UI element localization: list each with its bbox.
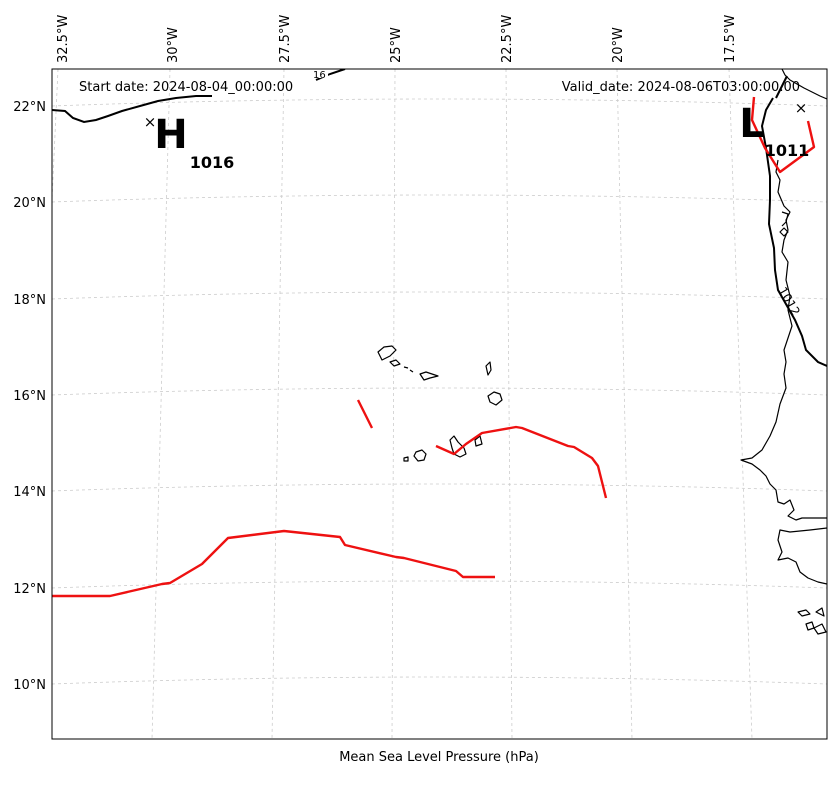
isobar-1011-ring — [775, 75, 788, 99]
high-marker: × — [144, 113, 157, 131]
start-date-label: Start date: 2024-08-04_00:00:00 — [79, 80, 293, 95]
gridline-lon-22-5 — [505, 69, 513, 739]
gridline-lon-30 — [151, 69, 171, 739]
low-letter: L — [739, 101, 765, 147]
high-letter: H — [154, 112, 187, 158]
lon-label-20: 20°W — [611, 27, 626, 63]
island-boa-vista — [487, 391, 503, 406]
lat-label-12: 12°N — [13, 582, 46, 597]
gridline-lat-22 — [52, 98, 827, 107]
gridline-lat-16 — [52, 387, 827, 396]
lon-label-25: 25°W — [389, 27, 404, 63]
map-area — [52, 69, 827, 739]
front-line-south — [52, 529, 495, 598]
isobars — [52, 69, 827, 367]
gridline-lat-20 — [52, 194, 827, 203]
high-value: 1016 — [190, 153, 235, 172]
island-sao-vicente — [389, 359, 401, 367]
red-front-lines — [52, 96, 816, 598]
high-pressure-center: × H 1016 — [144, 112, 235, 172]
isobar-label-partial: 16 — [313, 70, 326, 81]
lon-label-30: 30°W — [166, 27, 181, 63]
meridian-gridlines — [52, 69, 753, 739]
front-line-short — [356, 399, 374, 429]
lat-label-22: 22°N — [13, 100, 46, 115]
longitude-labels: 32.5°W 30°W 27.5°W 25°W 22.5°W 20°W 17.5… — [56, 15, 738, 63]
island-fogo — [413, 449, 427, 462]
island-santa-luzia — [403, 366, 414, 373]
lon-label-32-5: 32.5°W — [56, 15, 71, 63]
low-marker: × — [795, 99, 808, 117]
isobar-1012 — [760, 97, 827, 367]
island-maio — [474, 435, 483, 447]
front-line-middle — [435, 425, 608, 499]
front-line-low-ring — [750, 96, 816, 174]
lat-label-18: 18°N — [13, 293, 46, 308]
gridline-lon-27-5 — [271, 69, 285, 739]
map-caption: Mean Sea Level Pressure (hPa) — [339, 750, 539, 765]
lat-label-10: 10°N — [13, 678, 46, 693]
gridline-lon-25 — [391, 69, 396, 739]
low-value: 1011 — [765, 141, 810, 160]
lat-label-20: 20°N — [13, 196, 46, 211]
low-pressure-center: × L 1011 — [739, 99, 809, 160]
lon-label-22-5: 22.5°W — [500, 15, 515, 63]
gridline-lat-18 — [52, 291, 827, 300]
lon-label-17-5: 17.5°W — [723, 15, 738, 63]
lon-label-27-5: 27.5°W — [278, 15, 293, 63]
map-frame — [51, 68, 828, 740]
bissagos-islands — [797, 607, 827, 635]
coastlines — [377, 69, 827, 635]
gridline-lat-14 — [52, 483, 827, 492]
isobar-1016 — [52, 95, 212, 124]
island-santiago — [449, 435, 467, 458]
lat-label-14: 14°N — [13, 485, 46, 500]
africa-coastline — [740, 69, 827, 585]
island-santo-antao — [377, 345, 397, 361]
island-brava — [403, 456, 409, 462]
latitude-labels: 22°N 20°N 18°N 16°N 14°N 12°N 10°N — [13, 100, 46, 693]
island-sao-nicolau — [419, 371, 439, 381]
lat-label-16: 16°N — [13, 389, 46, 404]
gridline-lon-32-5 — [52, 69, 59, 201]
gridline-lat-10 — [52, 676, 827, 685]
island-sal — [485, 361, 492, 376]
gridline-lon-20 — [616, 69, 633, 739]
gridline-lon-17-5 — [728, 69, 753, 739]
valid-date-label: Valid_date: 2024-08-06T03:00:00.00 — [562, 80, 800, 95]
mauritania-inlets — [779, 211, 789, 237]
